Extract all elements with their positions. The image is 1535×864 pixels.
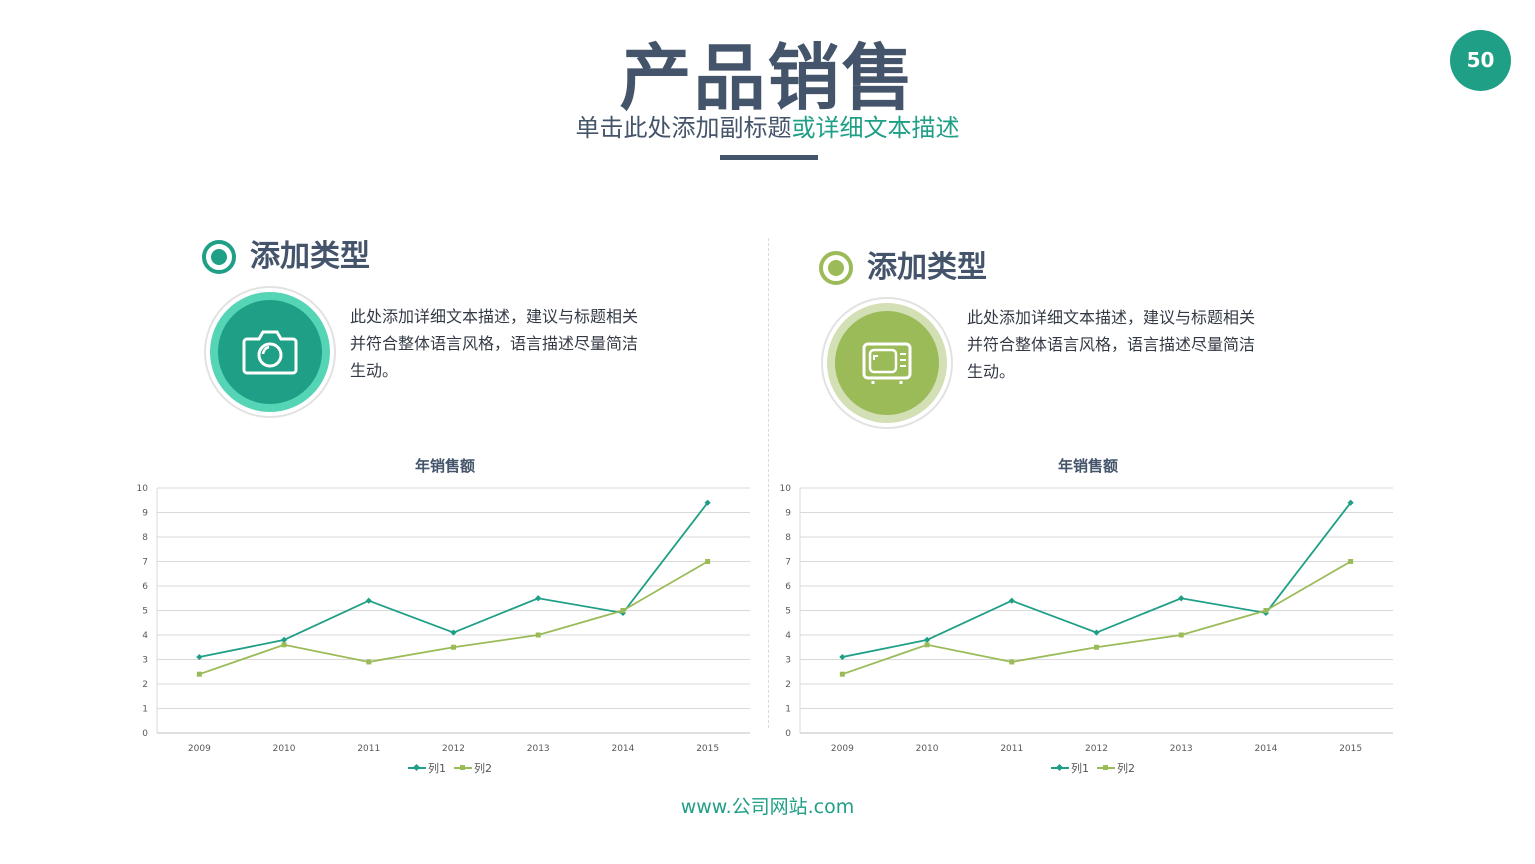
y-tick-label: 4 [142, 631, 148, 641]
legend-item-series-1: 列1 [1051, 760, 1089, 776]
x-tick-label: 2015 [696, 744, 719, 752]
series-2-point [1263, 608, 1269, 613]
bullet-icon [819, 251, 853, 285]
y-tick-label: 9 [785, 509, 791, 519]
series-2-point [924, 642, 930, 648]
section-1-title: 添加类型 [250, 239, 370, 274]
series-2-point [281, 642, 287, 648]
tv-icon [862, 342, 912, 384]
chart-2-title: 年销售额 [1057, 457, 1118, 475]
chart-1: 年销售额 0 1 2 3 4 5 6 7 8 9 10 2009 2010 2011 2012 2013 201… [130, 452, 760, 782]
chart-1-plot: 0 1 2 3 4 5 6 7 8 9 10 2009 2010 2011 2012 2013 2014 2015 [137, 484, 750, 752]
series-2-point [1094, 644, 1099, 650]
section-1-icon-badge [204, 286, 336, 418]
footer-website: www.公司网站.com [680, 796, 855, 818]
y-tick-label: 1 [142, 705, 148, 715]
y-tick-label: 7 [785, 558, 791, 568]
subtitle-highlight: 或详细文本描述 [791, 114, 960, 142]
series-1-point [280, 636, 288, 644]
camera-icon [242, 330, 298, 375]
series-1-point [1347, 499, 1354, 506]
series-2-point [196, 671, 202, 677]
y-tick-label: 6 [785, 582, 791, 592]
series-1-point [1178, 595, 1185, 602]
x-tick-label: 2011 [1000, 744, 1023, 752]
x-tick-label: 2013 [1170, 744, 1193, 752]
y-tick-label: 6 [142, 582, 148, 592]
y-tick-label: 8 [785, 533, 791, 543]
chart-2-plot: 0 1 2 3 4 5 6 7 8 9 10 2009 2010 2011 2012 2013 2014 2015 [780, 484, 1393, 752]
series-2-line [842, 560, 1352, 676]
bullet-icon [202, 240, 236, 274]
title-underline [720, 155, 818, 160]
series-2-point [366, 659, 372, 665]
chart-2-legend: 列1 列2 [1051, 760, 1135, 776]
series-2-line [199, 560, 709, 676]
x-tick-label: 2012 [1085, 744, 1108, 752]
page-title: 产品销售 [619, 36, 916, 120]
y-tick-label: 10 [780, 484, 792, 494]
x-tick-label: 2010 [916, 744, 939, 752]
x-tick-label: 2009 [831, 744, 854, 752]
y-tick-label: 2 [142, 680, 148, 690]
y-tick-label: 9 [142, 509, 148, 519]
x-tick-label: 2013 [527, 744, 550, 752]
series-1-point [535, 595, 542, 602]
y-tick-label: 10 [137, 484, 149, 494]
legend-item-series-1: 列1 [408, 760, 446, 776]
series-2-point [535, 632, 541, 638]
series-2-point [1348, 559, 1354, 564]
subtitle-main: 单击此处添加副标题 [575, 114, 792, 142]
section-1-description: 此处添加详细文本描述，建议与标题相关并符合整体语言风格，语言描述尽量简洁生动。 [350, 307, 639, 380]
y-tick-label: 3 [785, 656, 791, 666]
y-tick-label: 0 [142, 729, 148, 739]
chart-1-legend: 列1 列2 [408, 760, 492, 776]
x-tick-label: 2009 [188, 744, 211, 752]
x-tick-label: 2012 [442, 744, 465, 752]
y-tick-label: 0 [785, 729, 791, 739]
x-tick-label: 2015 [1339, 744, 1362, 752]
series-2-point [705, 559, 711, 564]
y-tick-label: 5 [785, 607, 791, 617]
series-1-point [1008, 597, 1015, 604]
y-tick-label: 4 [785, 631, 791, 641]
section-1-header: 添加类型 [202, 237, 370, 277]
series-2-point [839, 671, 845, 677]
series-1-point [923, 636, 931, 644]
x-tick-label: 2010 [273, 744, 296, 752]
y-tick-label: 2 [785, 680, 791, 690]
section-2-icon-badge [821, 297, 953, 429]
series-2-point [1178, 632, 1184, 638]
y-tick-label: 5 [142, 607, 148, 617]
y-tick-label: 8 [142, 533, 148, 543]
section-divider [768, 238, 769, 728]
x-tick-label: 2014 [611, 744, 634, 752]
chart-2: 年销售额 0 1 2 3 4 5 6 7 8 9 10 2009 2010 2011 2012 2013 201… [773, 452, 1403, 782]
page-number-badge: 50 [1450, 30, 1511, 91]
legend-item-series-2: 列2 [1097, 760, 1135, 776]
series-2-point [620, 608, 626, 613]
legend-item-series-2: 列2 [454, 760, 492, 776]
series-2-point [1009, 659, 1015, 665]
section-2-header: 添加类型 [819, 248, 987, 288]
y-tick-label: 7 [142, 558, 148, 568]
series-2-point [451, 644, 456, 650]
x-tick-label: 2014 [1254, 744, 1277, 752]
series-1-point [365, 597, 372, 604]
y-tick-label: 1 [785, 705, 791, 715]
x-tick-label: 2011 [357, 744, 380, 752]
y-tick-label: 3 [142, 656, 148, 666]
section-2-description: 此处添加详细文本描述，建议与标题相关并符合整体语言风格，语言描述尽量简洁生动。 [967, 308, 1256, 381]
page-subtitle: 单击此处添加副标题或详细文本描述 [0, 112, 1535, 144]
chart-1-title: 年销售额 [414, 457, 475, 475]
section-2-title: 添加类型 [867, 250, 987, 285]
